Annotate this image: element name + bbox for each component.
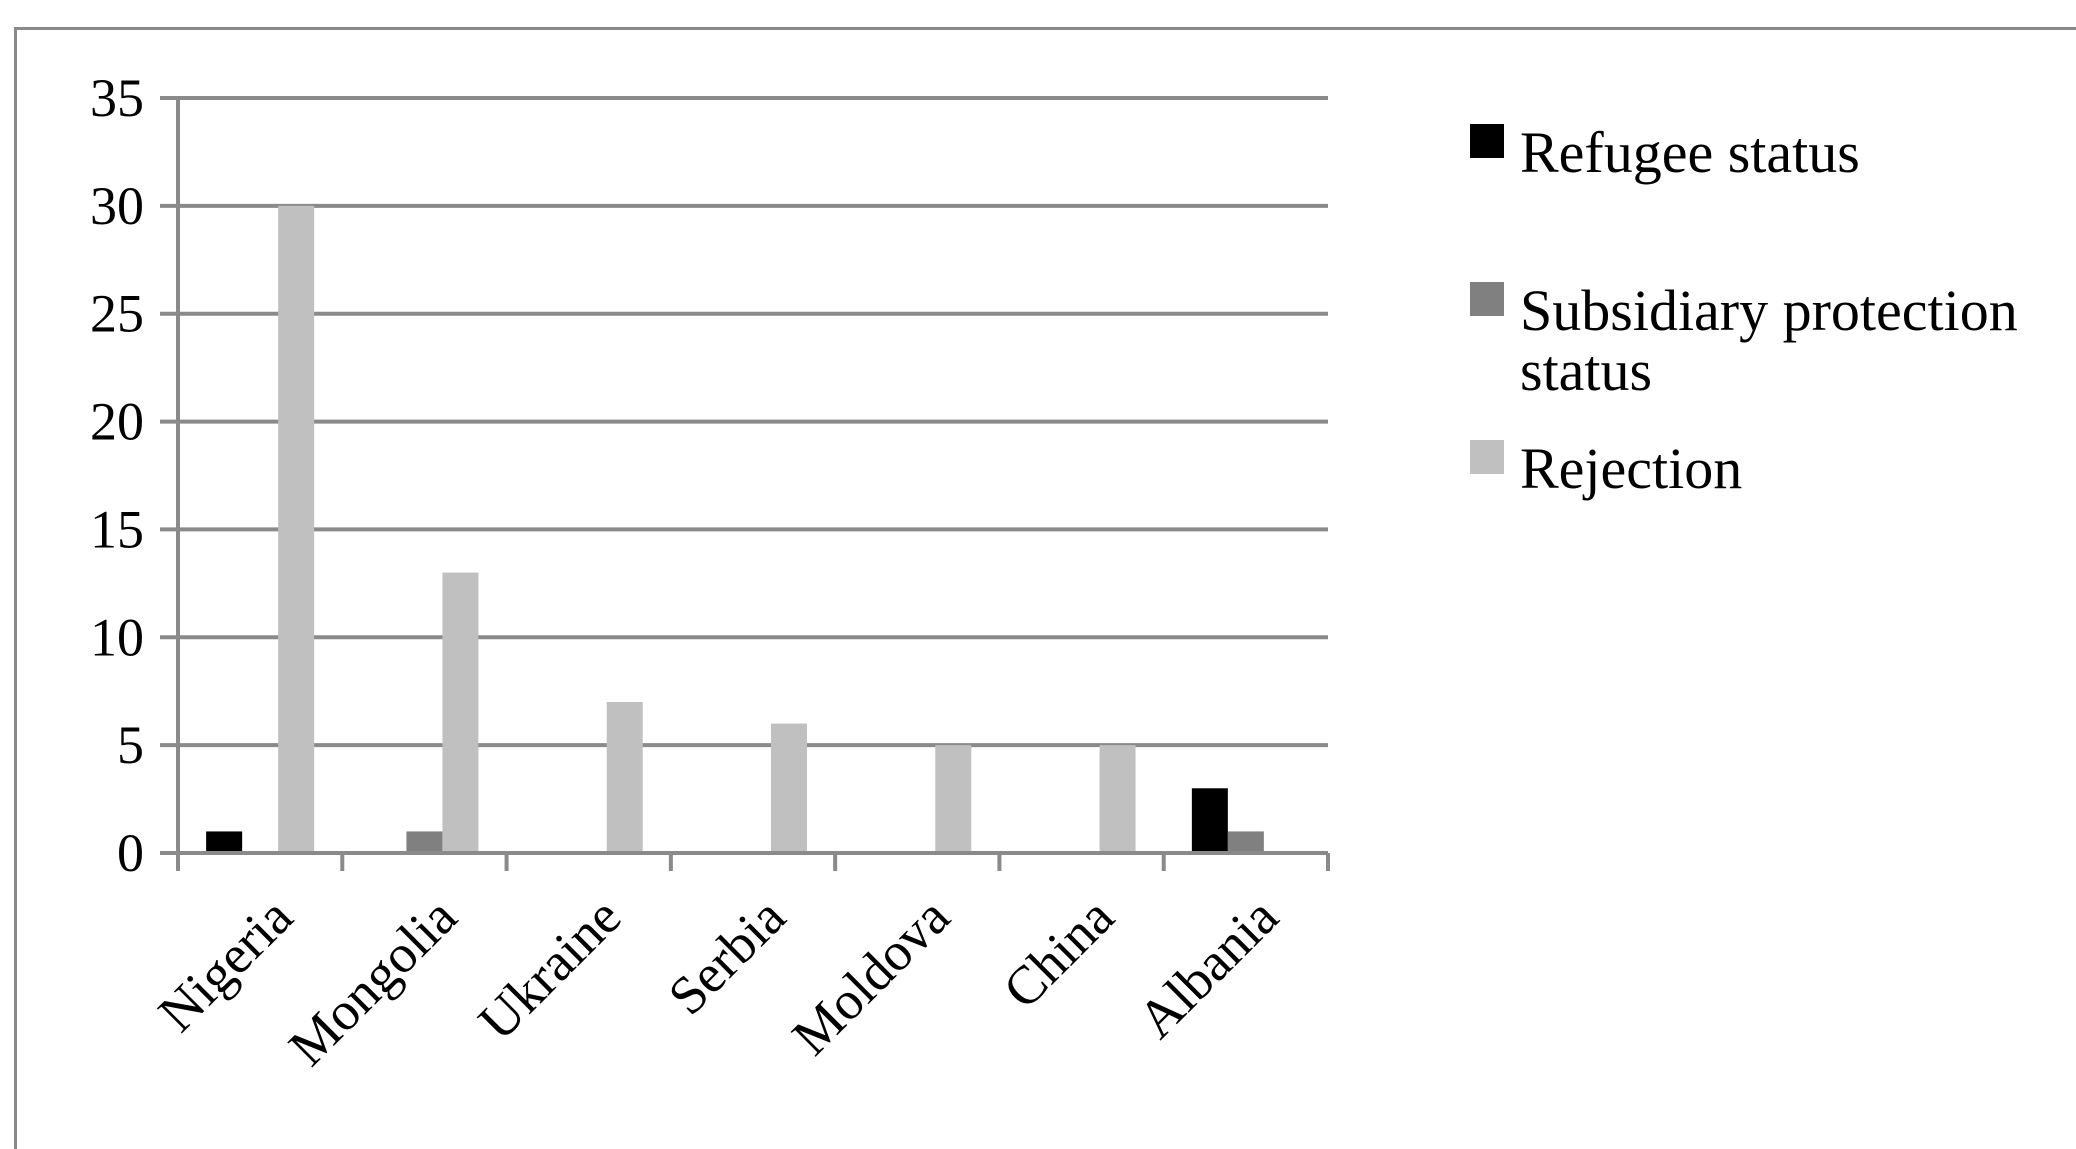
- bar-mongolia-3: [442, 572, 479, 853]
- gridlines: [178, 96, 1328, 748]
- y-tick-label: 20: [90, 392, 144, 452]
- bar-ukraine-3: [606, 702, 643, 853]
- legend-swatch-2: [1470, 282, 1504, 316]
- bar-nigeria-3: [278, 205, 315, 853]
- y-tick-label: 10: [90, 607, 144, 667]
- bar-serbia-3: [771, 723, 807, 853]
- x-tick-label-nigeria: Nigeria: [147, 886, 304, 1043]
- y-tick-label: 30: [90, 176, 144, 236]
- bar-nigeria-1: [206, 831, 243, 853]
- bars: [206, 205, 1264, 853]
- legend-label-2: status: [1520, 338, 1652, 403]
- bar-moldova-3: [935, 745, 972, 853]
- y-tick-label: 15: [90, 499, 144, 559]
- x-tick-label-serbia: Serbia: [657, 886, 797, 1026]
- chart-frame: [14, 27, 2076, 1149]
- x-tick-label-china: China: [992, 886, 1126, 1020]
- x-tick-label-albania: Albania: [1126, 886, 1289, 1049]
- legend-swatch-1: [1470, 124, 1504, 158]
- x-tick-label-moldova: Moldova: [781, 886, 961, 1066]
- bar-albania-1: [1191, 788, 1228, 853]
- x-tick-label-ukraine: Ukraine: [467, 886, 632, 1051]
- y-tick-label: 25: [90, 284, 144, 344]
- y-tick-label: 35: [90, 68, 144, 128]
- legend-label-3: Rejection: [1520, 436, 1742, 501]
- legend: Refugee status Subsidiary protectionstatu…: [1470, 120, 2018, 501]
- bar-albania-2: [1227, 831, 1264, 853]
- legend-label-1: Refugee status: [1520, 120, 1860, 185]
- legend-label-2: Subsidiary protection: [1520, 278, 2018, 343]
- y-tick-label: 0: [117, 823, 144, 883]
- legend-swatch-3: [1470, 440, 1504, 474]
- bar-mongolia-2: [406, 831, 443, 853]
- y-tick-label: 5: [117, 715, 144, 775]
- x-tick-label-mongolia: Mongolia: [277, 886, 468, 1077]
- bar-china-3: [1099, 745, 1136, 853]
